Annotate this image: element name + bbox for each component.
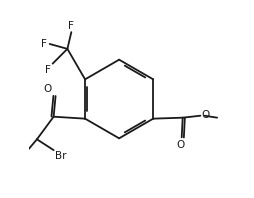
Text: O: O	[201, 110, 210, 120]
Text: F: F	[45, 65, 51, 75]
Text: O: O	[177, 140, 185, 150]
Text: Br: Br	[55, 151, 66, 161]
Text: F: F	[68, 21, 74, 31]
Text: F: F	[41, 39, 47, 49]
Text: O: O	[44, 84, 52, 94]
